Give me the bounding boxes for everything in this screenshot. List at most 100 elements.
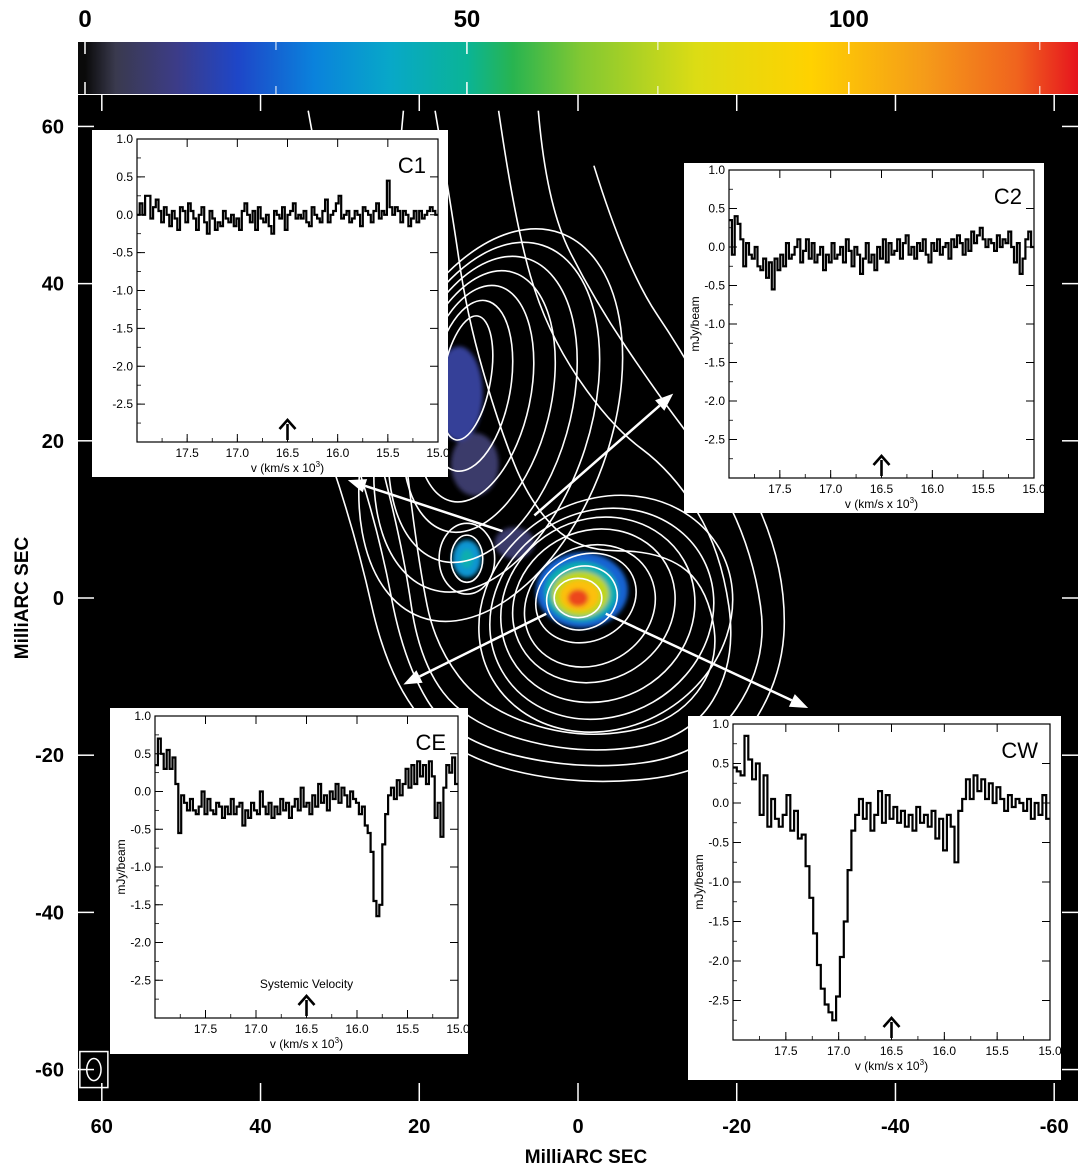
inset-xlabel-close: ) [924, 1059, 928, 1073]
map-ytick-label: 40 [42, 274, 64, 296]
inset-xlabel-superscript: 3 [335, 1036, 340, 1045]
pointer-arrow-line [605, 612, 793, 702]
inset-xlabel-close: ) [320, 461, 324, 475]
inset-xtick-label: 16.5 [276, 446, 300, 460]
inset-ytick-label: -1.5 [708, 915, 729, 929]
systemic-velocity-arrowhead [278, 418, 297, 430]
inset-xtick-label: 15.0 [446, 1022, 470, 1036]
contour-line [450, 534, 484, 584]
map-xtick-label: 0 [572, 1116, 583, 1138]
map-xtick-label: 60 [91, 1116, 113, 1138]
contour-line [511, 528, 676, 684]
inset-ytick-label: -0.5 [130, 822, 151, 836]
inset-background [688, 716, 1061, 1080]
pointer-arrow-head [788, 694, 809, 709]
inset-ytick-label: -2.5 [112, 397, 133, 411]
pointer-arrow-line [364, 484, 503, 533]
inset-ytick-label: 1.0 [134, 709, 151, 723]
inset-xlabel: v (km/s x 103) [251, 460, 324, 475]
inset-xtick-label: 16.5 [880, 1044, 904, 1058]
map-xlabel: MilliARC SEC [525, 1147, 648, 1168]
systemic-velocity-arrowhead [882, 1016, 901, 1028]
inset-ytick-label: 0.5 [708, 202, 725, 216]
inset-xtick-label: 16.0 [345, 1022, 369, 1036]
inset-ytick-label: 0.5 [116, 170, 133, 184]
inset-xtick-label: 17.0 [226, 446, 250, 460]
inset-xlabel-superscript: 3 [920, 1058, 925, 1067]
inset-panel-label: C1 [398, 153, 426, 178]
inset-ytick-label: -0.5 [112, 246, 133, 260]
inset-xlabel-close: ) [914, 497, 918, 511]
inset-ytick-label: 0.5 [134, 747, 151, 761]
colorbar-strip [78, 42, 1078, 94]
emission-blob [567, 589, 589, 607]
colorbar-tick-label: 100 [829, 6, 869, 33]
inset-ytick-label: -2.0 [112, 359, 133, 373]
contour-line [307, 110, 732, 751]
inset-ytick-label: -1.0 [130, 860, 151, 874]
map-axis-ticks: 60 40 20 0 -20 -40 -60 60 40 20 0 -20 -40 -60 [35, 95, 1078, 1138]
inset-xtick-label: 17.0 [819, 482, 843, 496]
inset-panel-label: CE [415, 730, 446, 755]
inset-ylabel: mJy/beam [688, 296, 702, 351]
inset-ytick-label: -0.5 [704, 279, 725, 293]
map-ytick-label: -60 [35, 1060, 64, 1082]
spectrum-insets: 1.0 0.5 0.0 -0.5 -1.0 -1.5 -2.0 -2.5 17.5 17.0 16.… [92, 130, 1062, 1080]
colorbar-ticks: 0 50 100 [78, 6, 1041, 94]
inset-ytick-label: -1.0 [704, 317, 725, 331]
inset-xtick-label: 15.0 [426, 446, 450, 460]
inset-ytick-label: -1.5 [130, 898, 151, 912]
inset-ytick-label: -2.0 [708, 954, 729, 968]
inset-xtick-label: 15.5 [971, 482, 995, 496]
pointer-arrow-head [347, 479, 368, 493]
inset-xlabel: v (km/s x 103) [270, 1036, 343, 1051]
emission-blob [460, 549, 474, 569]
map-xtick-label: -60 [1040, 1116, 1069, 1138]
inset-ytick-label: -0.5 [708, 836, 729, 850]
inset-ylabel: mJy/beam [114, 839, 128, 894]
map-ytick-label: 0 [53, 588, 64, 610]
beam-ellipse [85, 1057, 102, 1082]
inset-ytick-label: -2.0 [130, 936, 151, 950]
inset-xtick-label: 16.5 [295, 1022, 319, 1036]
map-ylabel: MilliARC SEC [12, 536, 33, 659]
inset-xtick-label: 17.5 [774, 1044, 798, 1058]
inset-xtick-label: 15.5 [985, 1044, 1009, 1058]
map-xtick-label: 20 [408, 1116, 430, 1138]
inset-panel-label: C2 [994, 184, 1022, 209]
inset-xtick-label: 17.5 [768, 482, 792, 496]
inset-xlabel: v (km/s x 103) [855, 1058, 928, 1073]
colorbar-tick-label: 0 [78, 6, 91, 33]
pointer-arrow-line [418, 612, 547, 678]
contour-line [489, 507, 715, 721]
inset-ytick-label: -1.5 [704, 356, 725, 370]
inset-ytick-label: 0.5 [712, 757, 729, 771]
pointer-arrow-head [655, 393, 674, 411]
inset-panel-label: CW [1001, 738, 1038, 763]
beam-box [79, 1050, 109, 1089]
inset-ytick-label: 0.0 [116, 208, 133, 222]
spectrum-inset-ce: 1.0 0.5 0.0 -0.5 -1.0 -1.5 -2.0 -2.5 17.5 17.0 16.… [110, 708, 470, 1054]
pointer-arrow-line [533, 404, 661, 517]
inset-xtick-label: 15.0 [1038, 1044, 1062, 1058]
contour-line [438, 522, 496, 595]
inset-xlabel-superscript: 3 [910, 496, 915, 505]
map-xtick-label: -20 [722, 1116, 751, 1138]
contour-line [478, 494, 734, 733]
spectrum-inset-c1: 1.0 0.5 0.0 -0.5 -1.0 -1.5 -2.0 -2.5 17.5 17.0 16.… [92, 130, 450, 477]
inset-xlabel-superscript: 3 [316, 460, 321, 469]
colorbar-tick-label: 50 [454, 6, 481, 33]
systemic-velocity-arrowhead [872, 454, 891, 466]
spectrum-inset-cw: 1.0 0.5 0.0 -0.5 -1.0 -1.5 -2.0 -2.5 17.5 17.0 16.… [688, 716, 1062, 1080]
inset-ytick-label: -1.0 [112, 284, 133, 298]
inset-ytick-label: 0.0 [134, 785, 151, 799]
inset-ytick-label: -1.5 [112, 321, 133, 335]
inset-ytick-label: -2.5 [130, 973, 151, 987]
map-ytick-label: -20 [35, 745, 64, 767]
pointer-arrows [347, 393, 809, 709]
inset-spectrum-line [137, 179, 438, 235]
inset-ytick-label: -2.5 [708, 994, 729, 1008]
systemic-velocity-arrowhead [297, 994, 316, 1006]
systemic-velocity-label: Systemic Velocity [260, 977, 353, 991]
